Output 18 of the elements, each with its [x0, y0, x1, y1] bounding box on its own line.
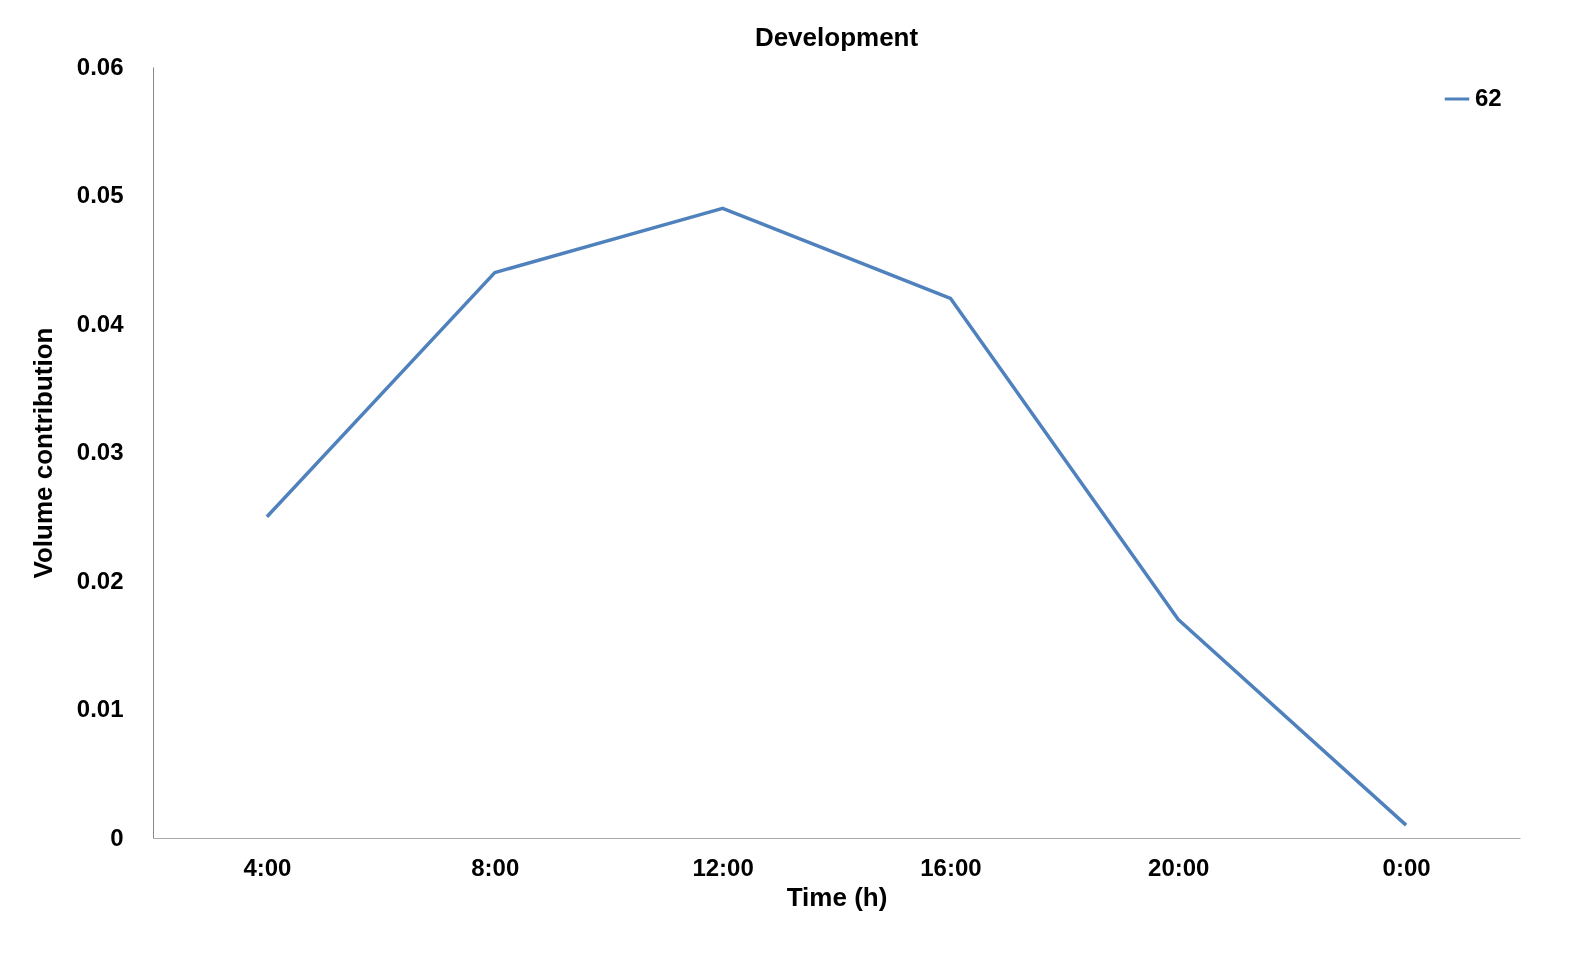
- legend-label: 62: [1475, 84, 1502, 111]
- x-tick-label: 0:00: [1382, 853, 1431, 881]
- x-tick-label: 16:00: [920, 853, 982, 881]
- y-tick-label: 0.05: [76, 181, 124, 208]
- y-tick-label: 0.02: [76, 566, 124, 594]
- y-tick-label: 0.06: [76, 52, 124, 80]
- x-tick-label: 8:00: [471, 853, 520, 881]
- x-axis-title: Time (h): [786, 881, 888, 912]
- x-tick-label: 4:00: [243, 853, 292, 881]
- y-axis-title: Volume contribution: [27, 327, 58, 579]
- chart-title: Development: [754, 22, 919, 52]
- line-series: [265, 206, 1408, 827]
- y-tick-label: 0.03: [76, 438, 124, 465]
- y-tick-label: 0.01: [76, 695, 124, 722]
- x-tick-label: 20:00: [1148, 853, 1210, 881]
- y-tick-label: 0: [110, 823, 124, 851]
- y-tick-label: 0.04: [76, 309, 125, 337]
- x-tick-label: 12:00: [692, 853, 754, 881]
